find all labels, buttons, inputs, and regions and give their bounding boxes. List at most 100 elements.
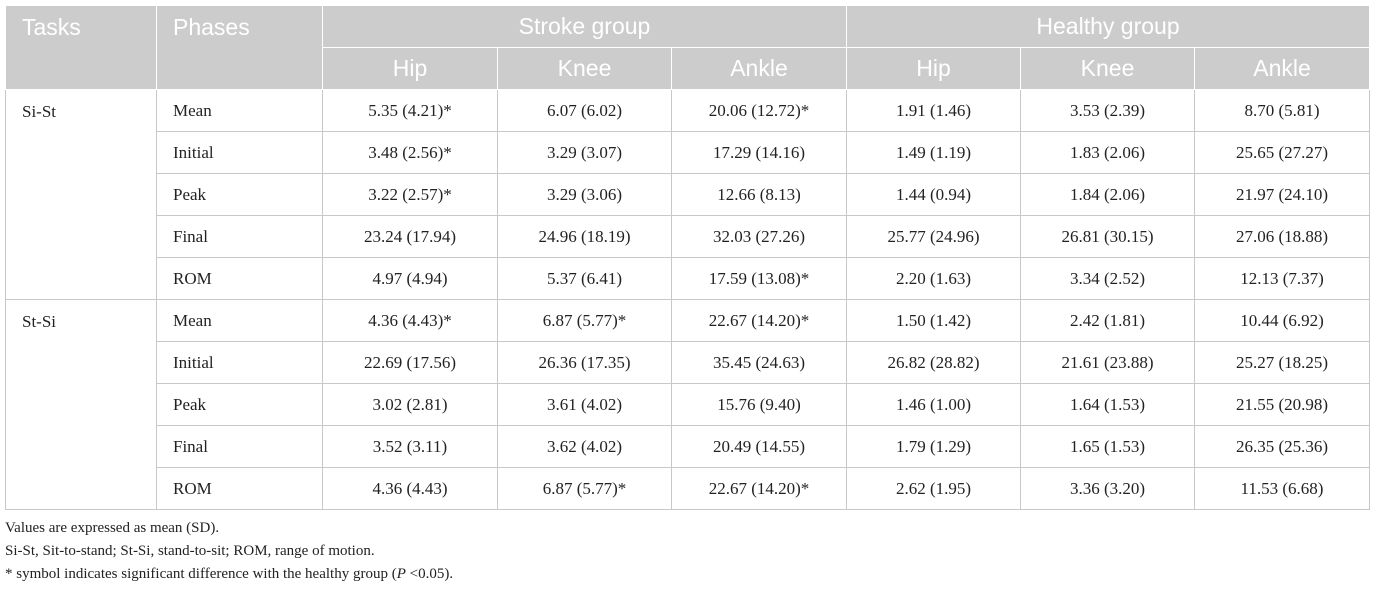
value-cell: 17.59 (13.08)* bbox=[671, 257, 847, 300]
value-cell: 3.52 (3.11) bbox=[322, 425, 498, 468]
value-cell: 4.97 (4.94) bbox=[322, 257, 498, 300]
col-header-phases: Phases bbox=[156, 5, 323, 90]
value-cell: 1.83 (2.06) bbox=[1020, 131, 1195, 174]
value-cell: 3.29 (3.06) bbox=[497, 173, 672, 216]
header-row-2: Hip Knee Ankle Hip Knee Ankle bbox=[6, 47, 1371, 90]
table-row: St-Si Mean 4.36 (4.43)* 6.87 (5.77)* 22.67 (… bbox=[5, 299, 1371, 510]
phase-cell: ROM bbox=[156, 467, 323, 510]
value-cell: 3.22 (2.57)* bbox=[322, 173, 498, 216]
value-cell: 3.34 (2.52) bbox=[1020, 257, 1195, 300]
footnote-values: Values are expressed as mean (SD). bbox=[5, 520, 220, 536]
table-footnotes: Values are expressed as mean (SD). Si-St… bbox=[5, 517, 453, 586]
value-cell: 1.84 (2.06) bbox=[1020, 173, 1195, 216]
col-header-stroke-hip: Hip bbox=[322, 47, 498, 90]
value-cell: 1.50 (1.42) bbox=[846, 299, 1021, 342]
value-cell: 22.67 (14.20)* bbox=[671, 299, 847, 342]
value-cell: 15.76 (9.40) bbox=[671, 383, 847, 426]
table-row: Peak 3.02 (2.81) 3.61 (4.02) 15.76 (9.40) 1.… bbox=[6, 383, 1371, 426]
footnote-p-symbol: P bbox=[396, 566, 406, 582]
footnote-significance-threshold: <0.05). bbox=[405, 566, 454, 582]
value-cell: 2.20 (1.63) bbox=[846, 257, 1021, 300]
footnote-significance-text: * symbol indicates significant differenc… bbox=[5, 566, 397, 582]
table-row: ROM 4.36 (4.43) 6.87 (5.77)* 22.67 (14.20)*… bbox=[6, 467, 1371, 510]
value-cell: 3.36 (3.20) bbox=[1020, 467, 1195, 510]
col-header-stroke-ankle: Ankle bbox=[671, 47, 847, 90]
value-cell: 11.53 (6.68) bbox=[1193, 467, 1371, 510]
value-cell: 1.65 (1.53) bbox=[1020, 425, 1195, 468]
value-cell: 6.87 (5.77)* bbox=[497, 299, 672, 342]
value-cell: 26.82 (28.82) bbox=[846, 341, 1021, 384]
col-header-healthy-group: Healthy group bbox=[845, 5, 1371, 48]
value-cell: 3.53 (2.39) bbox=[1020, 89, 1195, 132]
value-cell: 4.36 (4.43)* bbox=[322, 299, 498, 342]
value-cell: 6.07 (6.02) bbox=[497, 89, 672, 132]
col-header-healthy-hip: Hip bbox=[846, 47, 1021, 90]
task-cell: St-Si bbox=[5, 299, 157, 510]
table-row: Si-St Mean 5.35 (4.21)* 6.07 (6.02) 20.06 (1… bbox=[5, 89, 1371, 300]
value-cell: 3.29 (3.07) bbox=[497, 131, 672, 174]
value-cell: 1.44 (0.94) bbox=[846, 173, 1021, 216]
value-cell: 3.02 (2.81) bbox=[322, 383, 498, 426]
table-row: Final 23.24 (17.94) 24.96 (18.19) 32.03 (27… bbox=[6, 215, 1371, 258]
value-cell: 12.66 (8.13) bbox=[671, 173, 847, 216]
value-cell: 6.87 (5.77)* bbox=[497, 467, 672, 510]
value-cell: 26.81 (30.15) bbox=[1020, 215, 1195, 258]
value-cell: 35.45 (24.63) bbox=[671, 341, 847, 384]
value-cell: 1.49 (1.19) bbox=[846, 131, 1021, 174]
value-cell: 25.77 (24.96) bbox=[846, 215, 1021, 258]
phase-cell: Final bbox=[156, 215, 323, 258]
value-cell: 1.64 (1.53) bbox=[1020, 383, 1195, 426]
value-cell: 27.06 (18.88) bbox=[1193, 215, 1371, 258]
col-header-healthy-knee: Knee bbox=[1020, 47, 1195, 90]
col-header-stroke-group: Stroke group bbox=[322, 5, 847, 48]
table-row: Peak 3.22 (2.57)* 3.29 (3.06) 12.66 (8.13) 1… bbox=[6, 173, 1371, 216]
value-cell: 25.27 (18.25) bbox=[1193, 341, 1371, 384]
phase-cell: Initial bbox=[156, 131, 323, 174]
value-cell: 22.67 (14.20)* bbox=[671, 467, 847, 510]
value-cell: 3.62 (4.02) bbox=[497, 425, 672, 468]
value-cell: 23.24 (17.94) bbox=[322, 215, 498, 258]
value-cell: 4.36 (4.43) bbox=[322, 467, 498, 510]
col-header-stroke-knee: Knee bbox=[497, 47, 672, 90]
phase-cell: Peak bbox=[156, 383, 323, 426]
value-cell: 5.35 (4.21)* bbox=[322, 89, 498, 132]
phase-cell: Mean bbox=[156, 89, 323, 132]
value-cell: 3.61 (4.02) bbox=[497, 383, 672, 426]
col-header-tasks: Tasks bbox=[5, 5, 157, 90]
task-cell: Si-St bbox=[5, 89, 157, 300]
value-cell: 26.35 (25.36) bbox=[1193, 425, 1371, 468]
value-cell: 21.97 (24.10) bbox=[1193, 173, 1371, 216]
phase-cell: ROM bbox=[156, 257, 323, 300]
value-cell: 26.36 (17.35) bbox=[497, 341, 672, 384]
value-cell: 21.55 (20.98) bbox=[1193, 383, 1371, 426]
value-cell: 8.70 (5.81) bbox=[1193, 89, 1371, 132]
table-body: Si-St Mean 5.35 (4.21)* 6.07 (6.02) 20.06 (1… bbox=[5, 89, 1371, 510]
header-row-1: Tasks Phases Stroke group Healthy group bbox=[5, 5, 1371, 90]
value-cell: 1.79 (1.29) bbox=[846, 425, 1021, 468]
footnote-significance: * symbol indicates significant differenc… bbox=[5, 563, 453, 586]
value-cell: 22.69 (17.56) bbox=[322, 341, 498, 384]
value-cell: 3.48 (2.56)* bbox=[322, 131, 498, 174]
phase-cell: Mean bbox=[156, 299, 323, 342]
footnote-abbreviations: Si-St, Sit-to-stand; St-Si, stand-to-sit… bbox=[5, 543, 375, 559]
value-cell: 2.62 (1.95) bbox=[846, 467, 1021, 510]
value-cell: 2.42 (1.81) bbox=[1020, 299, 1195, 342]
phase-cell: Peak bbox=[156, 173, 323, 216]
value-cell: 20.06 (12.72)* bbox=[671, 89, 847, 132]
value-cell: 20.49 (14.55) bbox=[671, 425, 847, 468]
value-cell: 32.03 (27.26) bbox=[671, 215, 847, 258]
phase-cell: Final bbox=[156, 425, 323, 468]
phase-cell: Initial bbox=[156, 341, 323, 384]
table-row: Initial 22.69 (17.56) 26.36 (17.35) 35.45 (… bbox=[6, 341, 1371, 384]
value-cell: 24.96 (18.19) bbox=[497, 215, 672, 258]
value-cell: 10.44 (6.92) bbox=[1193, 299, 1371, 342]
col-header-healthy-ankle: Ankle bbox=[1193, 47, 1371, 90]
value-cell: 5.37 (6.41) bbox=[497, 257, 672, 300]
value-cell: 21.61 (23.88) bbox=[1020, 341, 1195, 384]
data-table-container: Tasks Phases Stroke group Healthy group … bbox=[5, 5, 1371, 510]
table-row: ROM 4.97 (4.94) 5.37 (6.41) 17.59 (13.08)* 2… bbox=[6, 257, 1371, 300]
table-row: Final 3.52 (3.11) 3.62 (4.02) 20.49 (14.55)… bbox=[6, 425, 1371, 468]
value-cell: 1.91 (1.46) bbox=[846, 89, 1021, 132]
table-row: Initial 3.48 (2.56)* 3.29 (3.07) 17.29 (14.… bbox=[6, 131, 1371, 174]
data-table: Tasks Phases Stroke group Healthy group … bbox=[5, 5, 1371, 510]
